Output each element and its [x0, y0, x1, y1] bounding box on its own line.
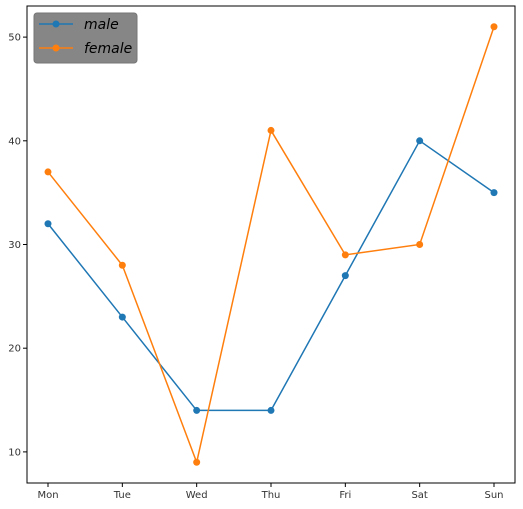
- data-point-female: [267, 126, 275, 134]
- legend-box: [33, 12, 138, 64]
- legend-label-female: female: [84, 41, 132, 57]
- x-tick-label: Sun: [484, 490, 503, 501]
- x-tick-label: Wed: [186, 490, 208, 501]
- x-tick-label: Sat: [411, 490, 427, 501]
- data-point-male: [341, 272, 349, 280]
- x-tick-label: Thu: [261, 490, 281, 501]
- data-point-male: [44, 220, 52, 228]
- y-tick-label: 30: [8, 240, 21, 251]
- legend-label-male: male: [84, 17, 119, 33]
- y-tick-label: 40: [8, 136, 21, 147]
- legend: male female: [33, 12, 138, 64]
- legend-marker-female: [52, 44, 60, 52]
- data-point-male: [193, 406, 201, 414]
- x-tick-label: Mon: [37, 490, 58, 501]
- series-male: [44, 137, 498, 414]
- data-point-male: [267, 406, 275, 414]
- legend-item-female: female: [39, 41, 132, 57]
- data-point-female: [44, 168, 52, 176]
- series-female: [44, 23, 498, 466]
- data-point-female: [416, 241, 424, 248]
- plot-area: [26, 5, 516, 484]
- legend-item-male: male: [39, 17, 119, 33]
- data-point-female: [118, 261, 126, 269]
- data-point-female: [341, 251, 349, 259]
- y-tick-label: 50: [8, 33, 21, 44]
- data-point-male: [490, 189, 498, 197]
- x-tick-label: Tue: [113, 490, 131, 501]
- legend-marker-male: [52, 20, 60, 28]
- data-point-male: [416, 137, 424, 145]
- x-axis: Mon Tue Wed Thu Fri Sat Sun: [37, 483, 504, 501]
- series-layer: [44, 23, 498, 466]
- y-tick-label: 20: [8, 344, 21, 355]
- data-point-female: [193, 458, 201, 466]
- x-tick-label: Fri: [339, 490, 351, 501]
- y-tick-label: 10: [8, 447, 21, 458]
- y-axis: 10 20 30 40 50: [8, 33, 27, 458]
- data-point-female: [490, 23, 498, 31]
- data-point-male: [118, 313, 126, 321]
